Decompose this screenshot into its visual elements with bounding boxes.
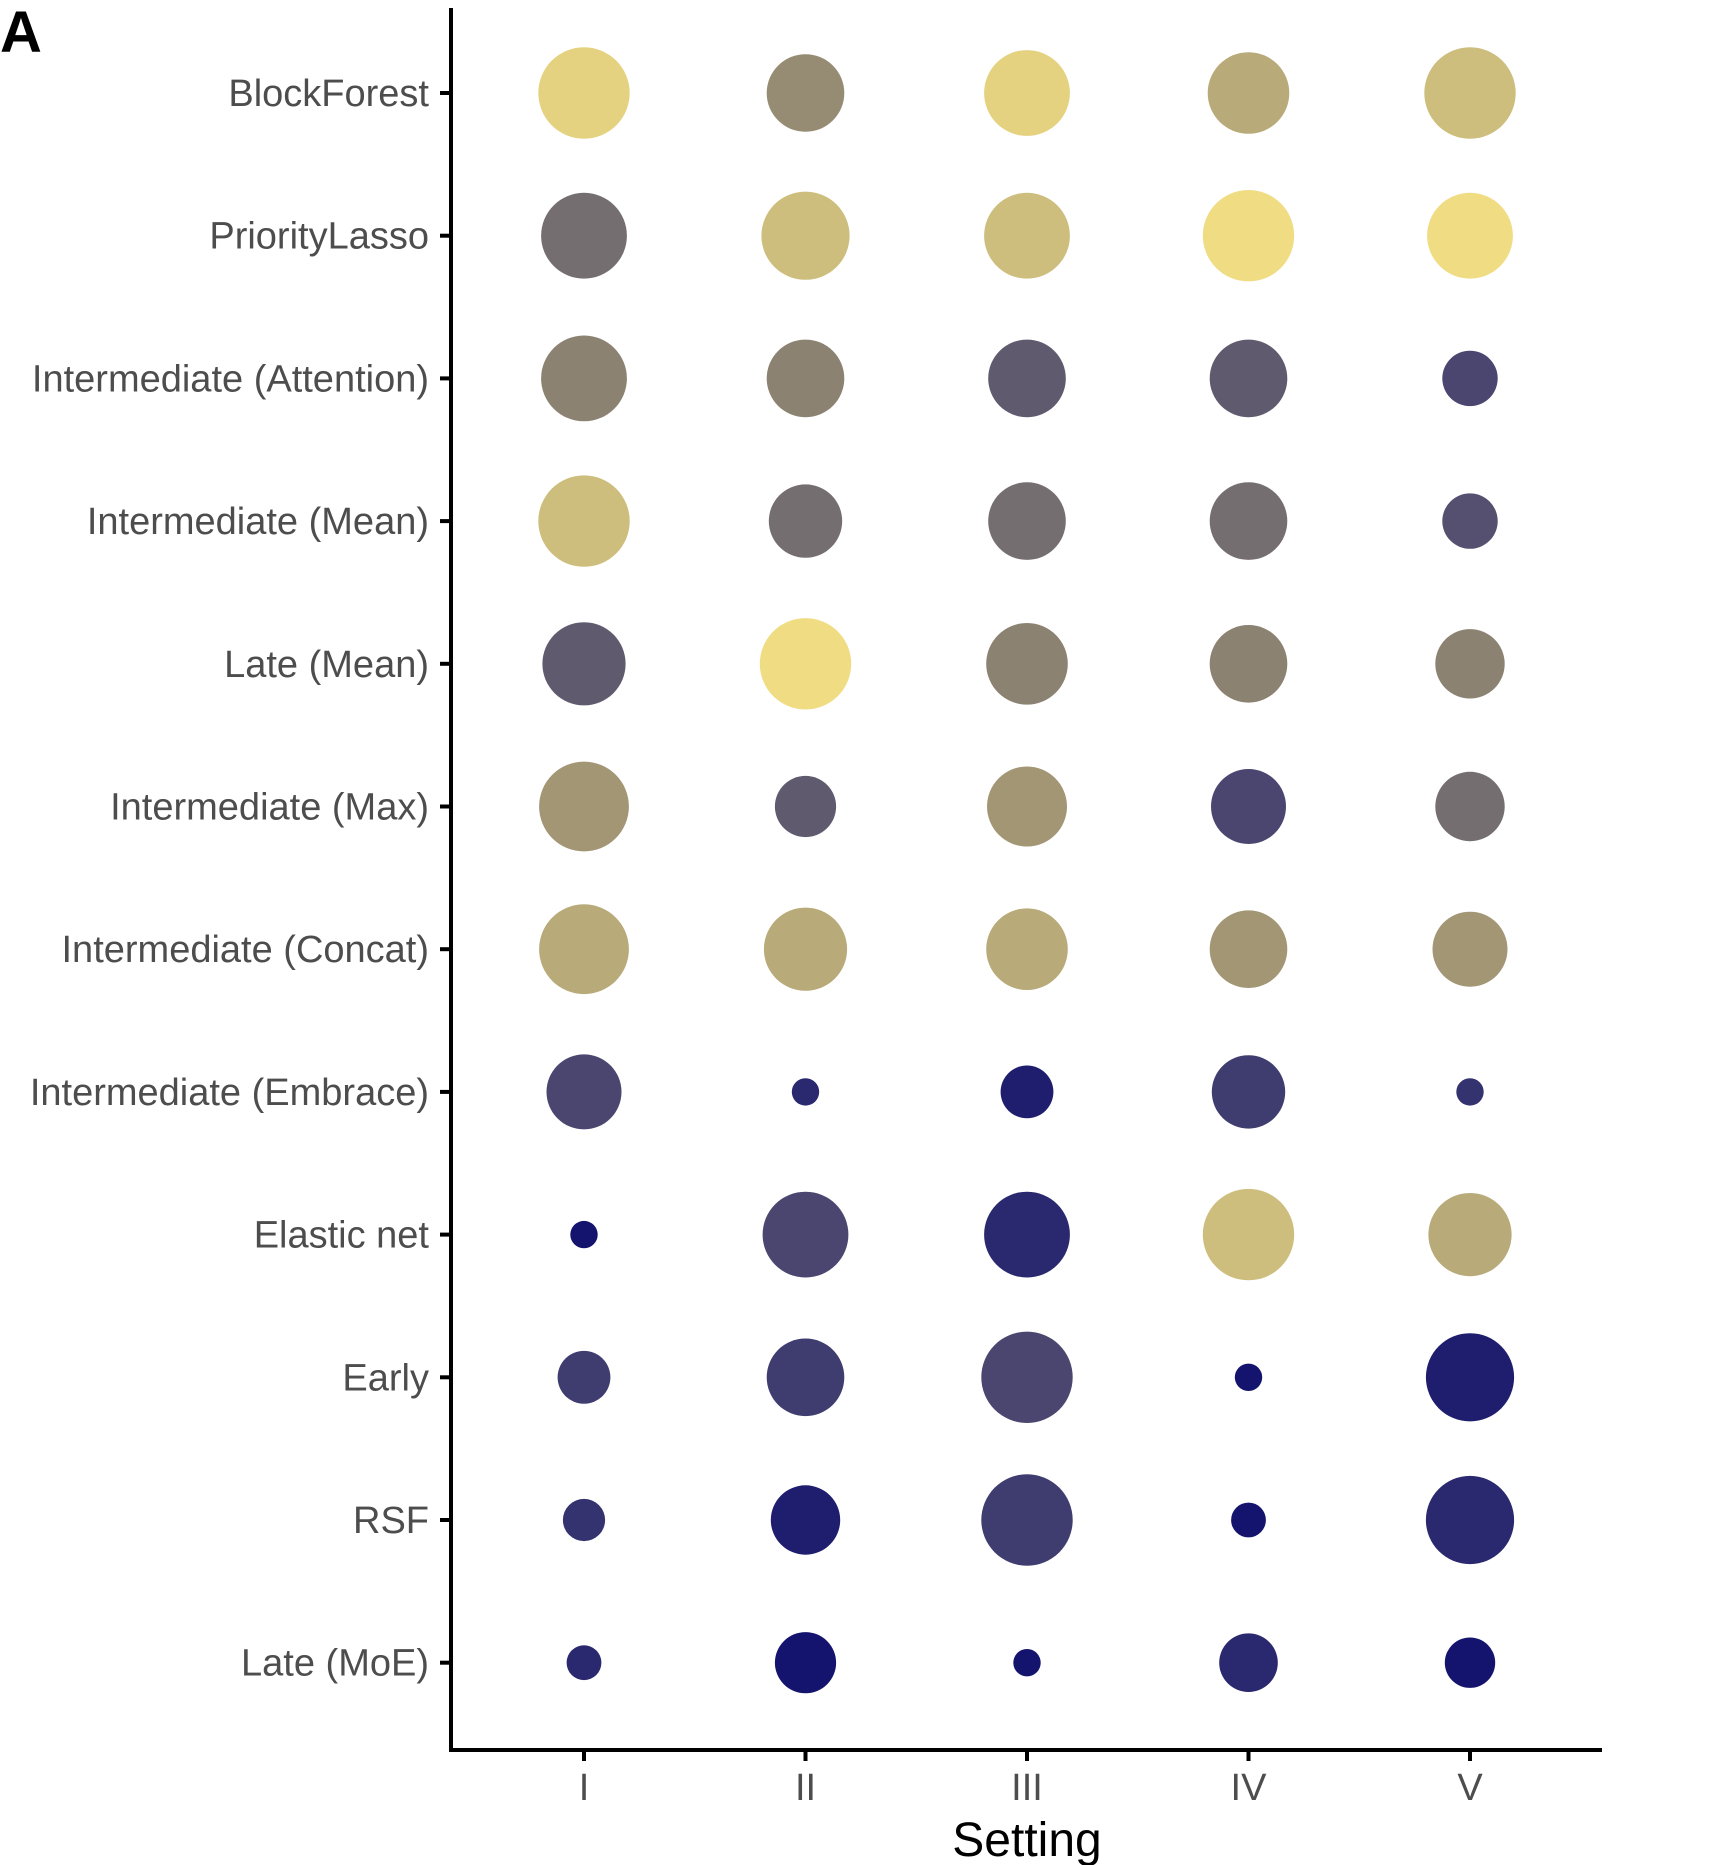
- y-tick-label: Intermediate (Embrace): [30, 1072, 429, 1114]
- dot-6-ii: [774, 775, 837, 838]
- dot-12-i: [566, 1645, 602, 1681]
- dot-7-v: [1432, 911, 1508, 987]
- dot-9-i: [570, 1220, 598, 1249]
- y-tick-label: Late (Mean): [224, 644, 429, 686]
- dot-3-iv: [1209, 339, 1288, 418]
- y-tick-label: Intermediate (Max): [110, 787, 429, 829]
- dot-1-iii: [984, 50, 1070, 136]
- y-axis-ticks: BlockForest PriorityLasso Intermediate (At…: [30, 73, 451, 1685]
- dot-1-v: [1424, 47, 1516, 139]
- dot-6-v: [1435, 771, 1505, 842]
- dot-5-i: [542, 622, 626, 706]
- dot-7-ii: [763, 907, 848, 991]
- dot-12-iv: [1219, 1633, 1278, 1692]
- x-tick-label: V: [1457, 1767, 1483, 1809]
- x-tick-label: III: [1011, 1767, 1043, 1809]
- dot-3-i: [541, 335, 627, 422]
- dot-5-ii: [759, 618, 852, 710]
- dot-5-iii: [986, 623, 1068, 705]
- y-tick-label: BlockForest: [228, 73, 429, 115]
- dot-7-iii: [986, 908, 1068, 990]
- dot-11-v: [1425, 1475, 1515, 1565]
- y-tick-label: Intermediate (Mean): [87, 501, 429, 543]
- dot-11-iv: [1231, 1502, 1266, 1538]
- dot-12-v: [1444, 1637, 1496, 1688]
- dot-2-ii: [761, 191, 850, 280]
- dot-4-iv: [1209, 482, 1288, 560]
- dot-12-ii: [774, 1632, 837, 1694]
- y-tick-label: RSF: [353, 1500, 429, 1542]
- dot-1-i: [538, 47, 630, 139]
- dot-12-iii: [1013, 1649, 1041, 1677]
- dot-9-iii: [984, 1191, 1070, 1278]
- dot-2-iv: [1202, 190, 1295, 282]
- dot-2-i: [541, 192, 627, 279]
- y-tick-label: Late (MoE): [241, 1643, 429, 1685]
- x-axis-ticks: I II III IV V: [579, 1750, 1483, 1809]
- dot-3-iii: [988, 339, 1066, 418]
- dot-3-ii: [766, 339, 845, 418]
- x-axis-title: Setting: [952, 1814, 1101, 1865]
- dot-10-ii: [766, 1338, 845, 1417]
- dot-7-i: [539, 904, 629, 995]
- dot-5-iv: [1209, 625, 1288, 703]
- dot-10-iv: [1234, 1363, 1263, 1392]
- dot-9-ii: [762, 1191, 849, 1278]
- dot-2-v: [1427, 192, 1513, 279]
- dot-4-v: [1442, 493, 1498, 549]
- dot-11-ii: [770, 1485, 841, 1555]
- dots-layer: [538, 47, 1516, 1694]
- dot-4-i: [538, 475, 630, 567]
- dot-6-i: [539, 761, 629, 852]
- x-tick-label: I: [579, 1767, 590, 1809]
- dot-4-ii: [768, 484, 843, 558]
- panel-label: A: [0, 0, 42, 65]
- dot-8-i: [546, 1054, 622, 1130]
- y-tick-label: Intermediate (Attention): [32, 358, 429, 400]
- dot-1-ii: [766, 54, 845, 132]
- dot-11-iii: [981, 1474, 1073, 1566]
- dot-11-i: [562, 1498, 606, 1542]
- dot-1-iv: [1207, 52, 1290, 134]
- dot-10-i: [557, 1350, 611, 1404]
- dot-8-iv: [1211, 1055, 1286, 1129]
- dot-9-v: [1428, 1193, 1512, 1277]
- dot-7-iv: [1209, 910, 1288, 988]
- y-tick-label: Early: [342, 1357, 429, 1399]
- dot-6-iv: [1211, 769, 1286, 844]
- dot-4-iii: [988, 482, 1066, 560]
- dot-8-v: [1456, 1078, 1484, 1106]
- dot-9-iv: [1202, 1188, 1295, 1281]
- dot-2-iii: [984, 192, 1070, 279]
- y-tick-label: Intermediate (Concat): [62, 929, 430, 971]
- x-tick-label: IV: [1231, 1767, 1268, 1809]
- dot-8-ii: [791, 1078, 820, 1106]
- dot-10-v: [1425, 1333, 1515, 1422]
- x-tick-label: II: [795, 1767, 816, 1809]
- dot-8-iii: [1000, 1065, 1054, 1119]
- y-tick-label: Elastic net: [254, 1215, 430, 1257]
- dot-5-v: [1435, 629, 1505, 699]
- dot-3-v: [1442, 350, 1498, 407]
- y-tick-label: PriorityLasso: [209, 216, 429, 258]
- dot-6-iii: [987, 766, 1067, 847]
- dot-10-iii: [981, 1331, 1073, 1424]
